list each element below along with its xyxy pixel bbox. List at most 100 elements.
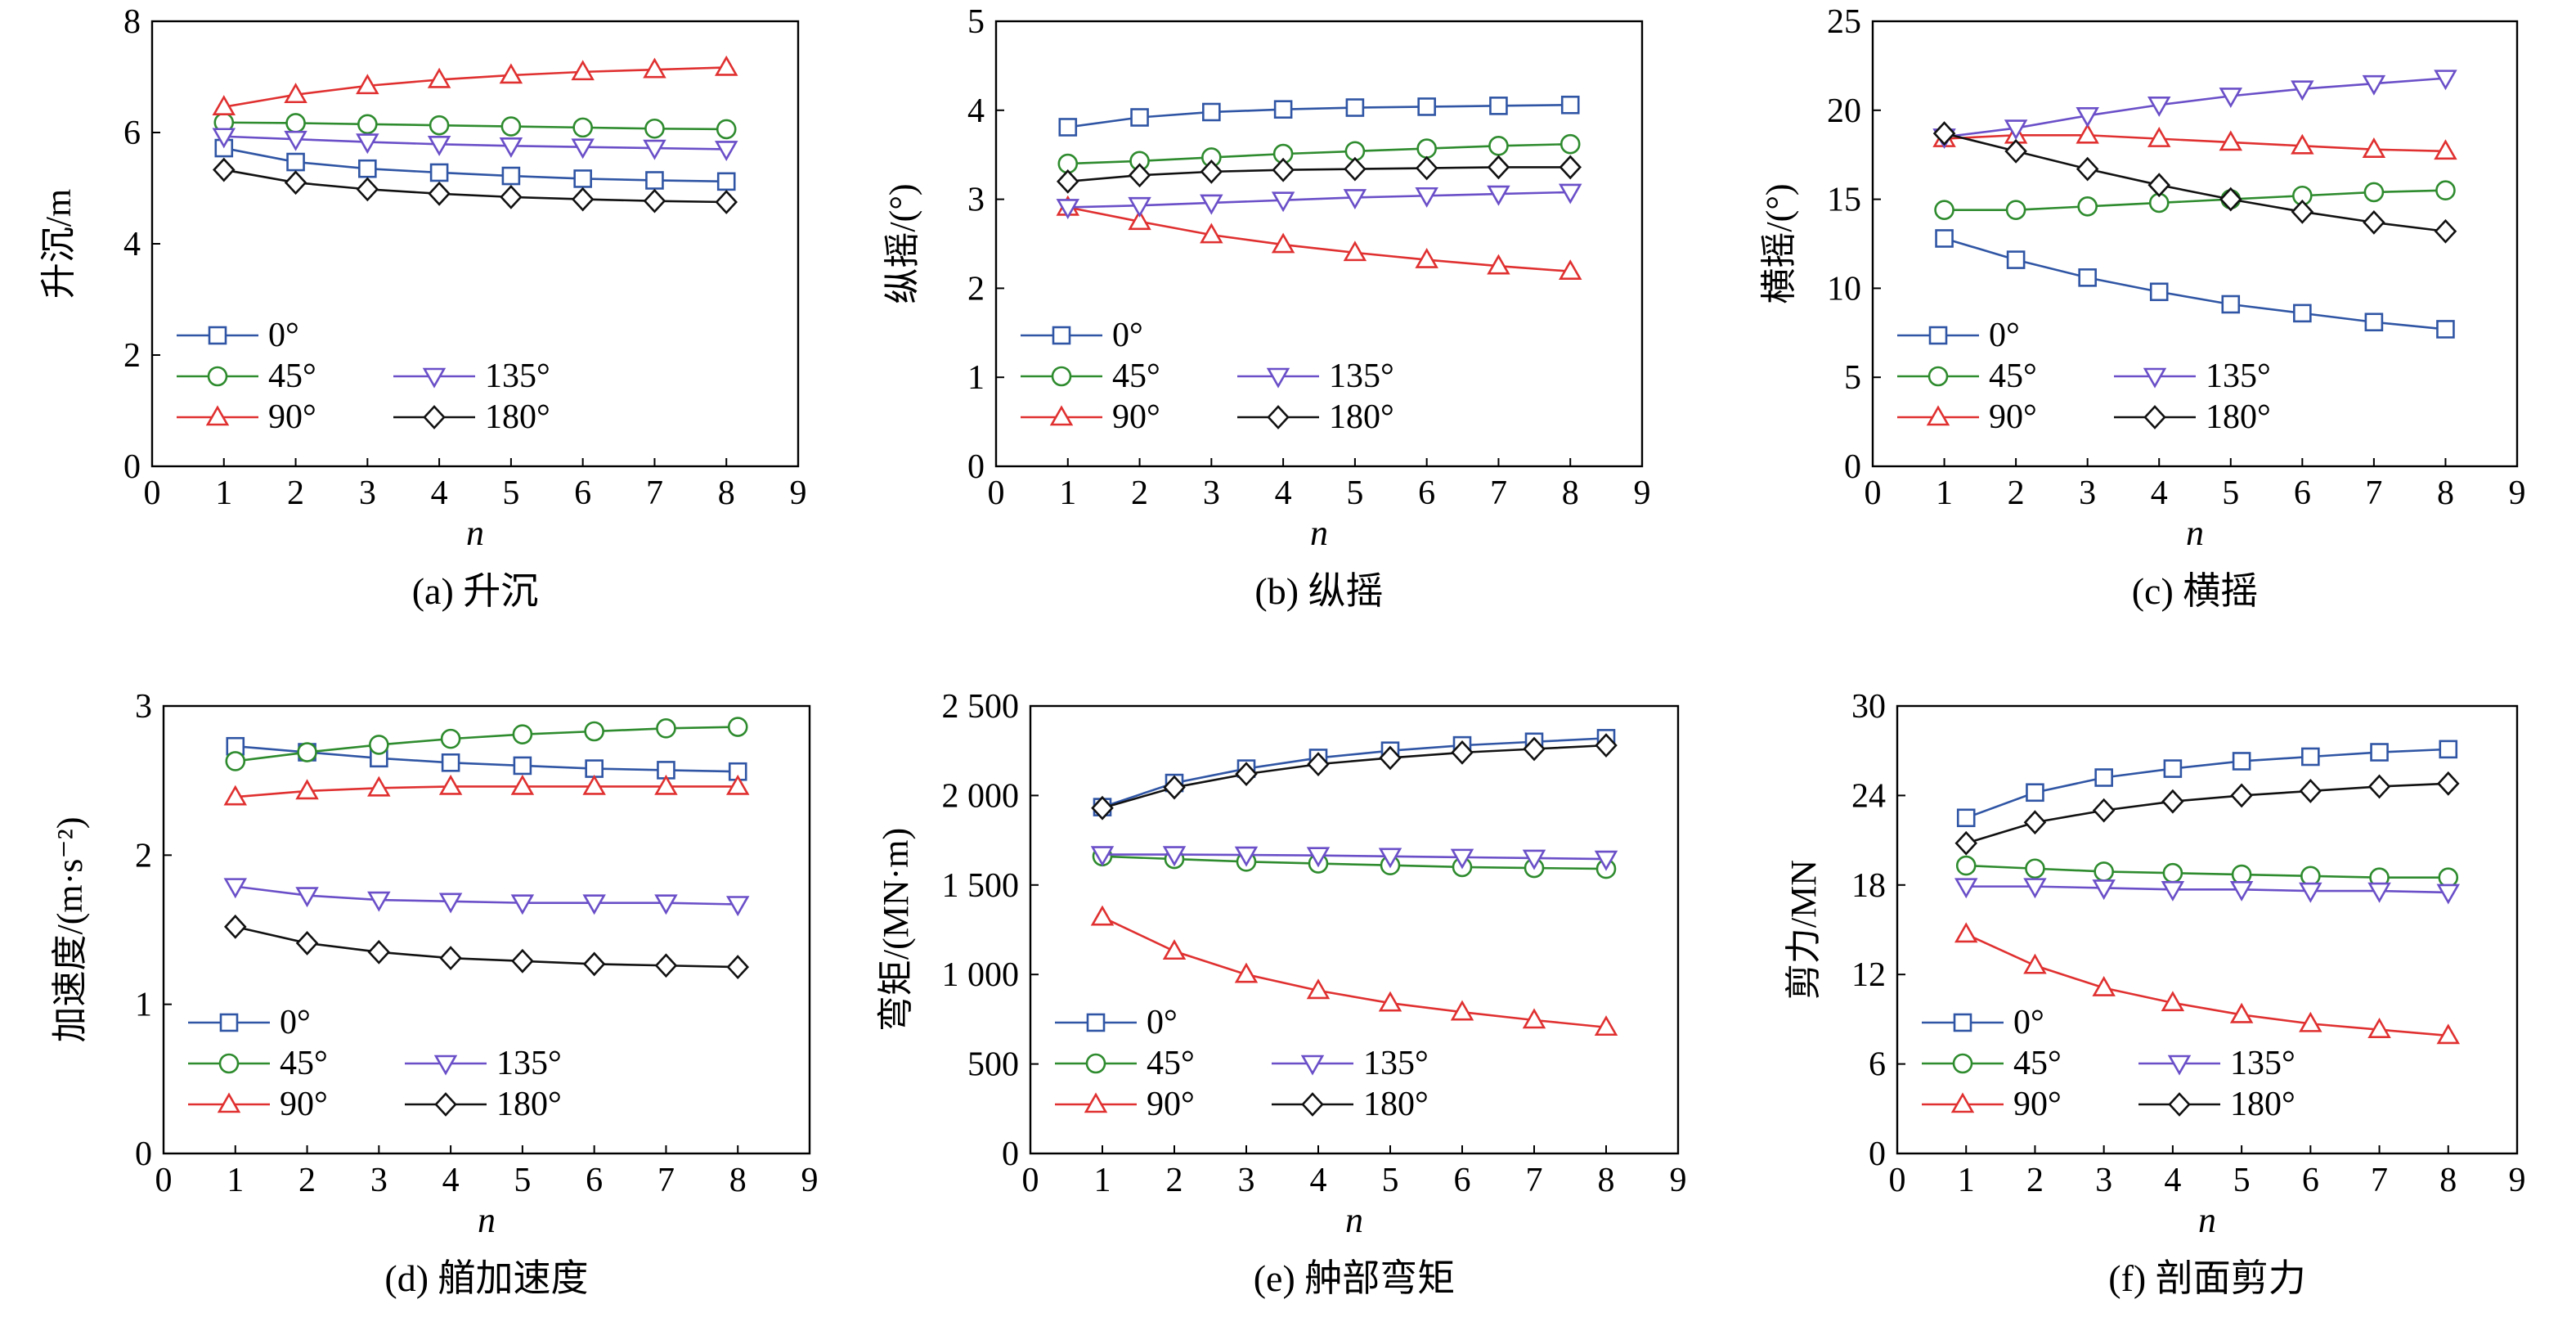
data-point: [2092, 798, 2116, 823]
x-tick-label: 5: [514, 1162, 531, 1199]
legend-label: 0°: [268, 317, 299, 354]
data-point: [1091, 795, 1114, 821]
data-point: [1558, 183, 1582, 205]
series-line: [223, 146, 727, 183]
data-point: [573, 169, 592, 188]
panel-caption: (f) 剖面剪力: [2108, 1257, 2305, 1299]
data-point: [2094, 861, 2114, 882]
x-tick-label: 9: [2509, 474, 2526, 512]
x-tick-label: 6: [1454, 1162, 1471, 1199]
y-tick-label: 10: [1827, 270, 1861, 308]
data-point: [2436, 884, 2461, 905]
x-tick-label: 5: [502, 474, 519, 512]
x-tick-label: 1: [1094, 1162, 1111, 1199]
data-point: [2363, 209, 2385, 235]
data-point: [512, 724, 533, 744]
data-point: [654, 774, 678, 795]
data-point: [358, 159, 377, 178]
data-point: [499, 137, 523, 158]
data-point: [1489, 97, 1508, 115]
data-point: [2162, 862, 2183, 884]
y-tick-label: 1 500: [942, 867, 1020, 905]
y-axis-label: 升沉/m: [38, 189, 79, 299]
data-point: [585, 759, 604, 778]
data-point: [284, 170, 307, 196]
legend-label: 45°: [1112, 357, 1160, 395]
data-point: [367, 891, 391, 912]
legend-label: 90°: [2013, 1086, 2062, 1123]
series-line: [1944, 133, 2446, 153]
legend: 0°45° 135°90° 180°: [177, 317, 550, 436]
x-tick-label: 5: [1382, 1162, 1399, 1199]
legend-label: 90°: [1989, 398, 2037, 436]
data-point: [2291, 199, 2314, 224]
data-point: [1235, 762, 1258, 787]
legend-marker: [434, 1092, 457, 1117]
data-point: [2363, 182, 2385, 203]
data-point: [1271, 191, 1295, 213]
legend: 0°45° 135°90° 180°: [1922, 1004, 2296, 1123]
legend-label: 180°: [485, 398, 550, 436]
legend: 0°45° 135°90° 180°: [1897, 317, 2271, 436]
legend-label: 0°: [1112, 317, 1143, 354]
data-point: [2299, 779, 2322, 803]
data-point: [2147, 126, 2171, 147]
data-point: [367, 776, 391, 797]
data-point: [1934, 200, 1954, 220]
data-point: [2293, 304, 2312, 323]
data-point: [571, 187, 595, 212]
y-tick-label: 6: [123, 115, 141, 152]
data-point: [1522, 1008, 1546, 1029]
y-tick-label: 0: [1869, 1135, 1886, 1173]
data-point: [2092, 975, 2116, 996]
data-point: [1090, 846, 1115, 867]
legend-label: 0°: [2013, 1004, 2044, 1041]
x-tick-label: 6: [574, 474, 591, 512]
series-line: [1966, 864, 2448, 879]
data-point: [2219, 187, 2242, 212]
data-point: [224, 914, 247, 939]
data-point: [1163, 775, 1186, 800]
data-point: [716, 172, 736, 191]
data-point: [2006, 250, 2026, 269]
y-axis-label: 横摇/(°): [1759, 183, 1799, 304]
legend-marker: [423, 405, 446, 429]
x-tick-label: 1: [1936, 474, 1953, 512]
data-point: [1056, 199, 1080, 220]
data-point: [2163, 759, 2183, 778]
x-tick-label: 8: [1562, 474, 1579, 512]
legend-marker: [1952, 1053, 1973, 1074]
legend-label: 135°: [485, 357, 550, 395]
data-point: [1560, 133, 1581, 155]
data-point: [2370, 743, 2389, 762]
chart-panel-3: 0 1 2 3 4 5 6 7 8 9 0 5 10 15 20 25 n 横摇/(°) (c) 横摇 0°45° 13…: [1759, 3, 2526, 612]
panel-caption: (a) 升沉: [412, 570, 539, 612]
legend-marker: [207, 366, 228, 387]
x-tick-label: 3: [2079, 474, 2096, 512]
series-line: [1944, 132, 2446, 233]
legend-marker: [2143, 405, 2166, 429]
data-point: [1451, 740, 1474, 765]
x-tick-label: 2: [2008, 474, 2025, 512]
y-tick-label: 0: [135, 1135, 152, 1173]
data-point: [654, 953, 678, 978]
data-point: [726, 955, 749, 979]
y-tick-label: 30: [1851, 688, 1886, 726]
legend: 0°45° 135°90° 180°: [1055, 1004, 1429, 1123]
data-point: [571, 60, 595, 81]
legend-marker: [1300, 1054, 1325, 1076]
data-point: [441, 753, 460, 772]
data-point: [429, 163, 449, 182]
series-line: [1966, 885, 2448, 894]
x-tick-label: 7: [1490, 474, 1507, 512]
legend-marker: [422, 367, 447, 389]
series-line: [235, 744, 738, 773]
legend-label: 90°: [268, 398, 316, 436]
data-point: [285, 113, 306, 133]
legend-marker: [1266, 367, 1290, 389]
data-point: [428, 181, 451, 206]
data-point: [2219, 130, 2243, 151]
data-point: [440, 728, 461, 749]
data-point: [511, 948, 534, 974]
y-tick-label: 12: [1851, 956, 1886, 994]
